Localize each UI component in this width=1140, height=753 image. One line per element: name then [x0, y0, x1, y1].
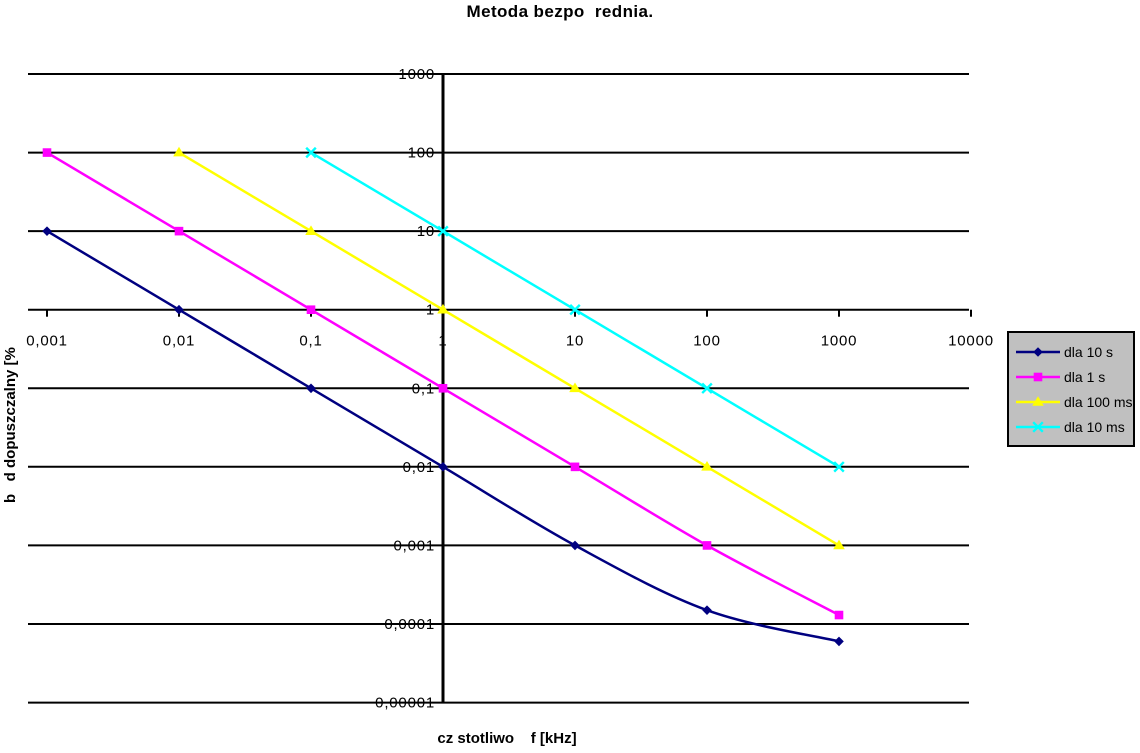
legend-item-label: dla 1 s — [1064, 368, 1106, 385]
y-tick-label: 1000 — [398, 66, 435, 83]
marker-x — [305, 146, 317, 159]
chart-title: Metoda bezpo rednia. — [466, 2, 654, 21]
marker-square — [306, 305, 316, 315]
legend-key-icon — [1016, 420, 1060, 433]
series-line-dla-100-ms — [178, 151, 840, 547]
marker-triangle — [1032, 395, 1044, 406]
marker-triangle — [833, 539, 845, 550]
legend-item-label: dla 10 ms — [1064, 418, 1125, 435]
marker-diamond — [306, 383, 316, 394]
y-tick-label: 0,1 — [412, 380, 435, 397]
marker-square — [570, 462, 580, 472]
marker-diamond — [42, 226, 52, 236]
y-axis-title: b d dopuszczalny [% — [2, 347, 19, 503]
legend-key-icon — [1016, 395, 1060, 406]
x-tick-label: 0,01 — [163, 333, 195, 350]
marker-square — [42, 148, 52, 157]
x-tick-label: 100 — [693, 333, 720, 350]
y-tick-label: 10 — [417, 223, 435, 240]
marker-diamond — [570, 540, 580, 551]
y-tick-label: 100 — [408, 145, 435, 162]
x-axis-title: cz stotliwo f [kHz] — [437, 730, 577, 747]
marker-square — [834, 610, 844, 620]
marker-x — [437, 225, 449, 237]
marker-x — [1032, 420, 1044, 433]
marker-diamond — [174, 304, 184, 315]
marker-triangle — [701, 461, 713, 471]
marker-triangle — [437, 303, 449, 314]
y-tick-label: 0,01 — [403, 459, 435, 476]
marker-x — [833, 461, 845, 473]
legend-item-dla-100-ms[interactable]: dla 100 ms — [1015, 389, 1133, 414]
legend-key-icon — [1016, 372, 1060, 381]
x-tick-label: 1000 — [821, 333, 858, 350]
x-tick-label: 10 — [566, 333, 584, 350]
y-tick-label: 0,00001 — [375, 695, 435, 712]
marker-diamond — [1033, 346, 1043, 357]
marker-x — [701, 382, 713, 394]
marker-triangle — [305, 225, 317, 235]
x-tick-label: 1 — [438, 333, 447, 350]
legend-item-dla-10-ms[interactable]: dla 10 ms — [1015, 414, 1131, 439]
legend-item-dla-1-s[interactable]: dla 1 s — [1015, 364, 1131, 389]
y-tick-label: 0,0001 — [384, 616, 435, 633]
legend[interactable]: dla 10 s dla 1 s dla 100 ms dla 10 ms — [1007, 331, 1135, 447]
marker-triangle — [173, 146, 185, 157]
legend-key-icon — [1016, 346, 1060, 357]
y-tick-label: 1 — [426, 302, 435, 319]
legend-item-label: dla 100 ms — [1064, 393, 1133, 410]
marker-square — [438, 383, 448, 393]
marker-diamond — [702, 605, 712, 615]
marker-x — [569, 304, 581, 316]
x-tick-label: 0,1 — [299, 333, 322, 350]
marker-triangle — [569, 382, 581, 393]
marker-diamond — [438, 462, 448, 472]
marker-square — [1033, 372, 1043, 381]
x-tick-label: 10000 — [948, 333, 994, 350]
legend-item-label: dla 10 s — [1064, 343, 1114, 360]
marker-square — [174, 226, 184, 236]
marker-square — [702, 541, 712, 550]
y-tick-label: 0,001 — [393, 537, 435, 554]
legend-item-dla-10-s[interactable]: dla 10 s — [1015, 339, 1131, 364]
marker-diamond — [834, 636, 844, 647]
x-tick-label: 0,001 — [26, 333, 68, 350]
